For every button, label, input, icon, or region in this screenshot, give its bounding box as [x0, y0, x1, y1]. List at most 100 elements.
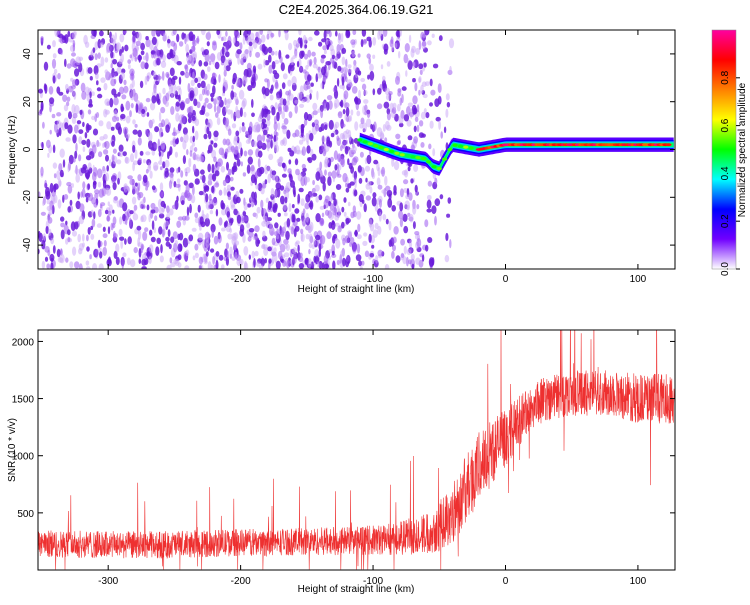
spectrogram-noise-cell	[263, 108, 268, 118]
spectrogram-noise-cell	[321, 135, 326, 143]
ridge-transition-cell	[410, 155, 416, 159]
spectrogram-noise-cell	[213, 235, 219, 245]
spectrogram-noise-cell	[183, 133, 189, 144]
spectrogram-noise-cell	[151, 149, 155, 156]
spectrogram-noise-cell	[121, 94, 127, 100]
spectrogram-noise-cell	[162, 32, 168, 42]
spectrogram-noise-cell	[384, 175, 388, 186]
spectrogram-noise-cell	[238, 141, 242, 150]
spectrogram-noise-cell	[399, 202, 404, 212]
spectrogram-noise-cell	[340, 145, 343, 152]
spectrogram-noise-cell	[189, 92, 194, 102]
spectrogram-noise-cell	[177, 243, 183, 253]
spectrogram-noise-cell	[203, 49, 209, 56]
spectrogram-noise-cell	[285, 54, 290, 59]
spectrogram-noise-cell	[386, 112, 391, 121]
spectrogram-noise-cell	[184, 71, 190, 79]
spectrogram-noise-cell	[410, 253, 415, 261]
spectrogram-noise-cell	[84, 41, 90, 48]
spectrogram-noise-cell	[274, 222, 279, 229]
spectrogram-noise-cell	[334, 214, 340, 221]
spectrogram-noise-cell	[215, 112, 219, 118]
spectrogram-noise-cell	[225, 51, 230, 58]
spectrogram-noise-cell	[177, 123, 182, 132]
spectrogram-noise-cell	[132, 186, 137, 195]
spectrogram-noise-cell	[231, 235, 237, 246]
spectrogram-noise-cell	[315, 234, 321, 241]
spectrogram-noise-cell	[227, 233, 233, 240]
spectrogram-noise-cell	[342, 257, 346, 267]
spectrogram-noise-cell	[214, 182, 220, 188]
spectrogram-noise-cell	[266, 142, 270, 152]
spectrogram-noise-cell	[186, 206, 190, 217]
spectrogram-noise-cell	[345, 139, 348, 145]
spectrogram-noise-cell	[268, 258, 272, 264]
spectrogram-noise-cell	[394, 42, 398, 49]
spectrogram-noise-cell	[399, 217, 403, 228]
spectrogram-noise-cell	[300, 198, 305, 207]
spectrogram-noise-cell	[381, 166, 386, 177]
spectrogram-noise-cell	[409, 109, 413, 119]
spectrogram-noise-cell	[324, 124, 328, 131]
spectrogram-noise-cell	[74, 168, 80, 175]
spectrogram-noise-cell	[169, 48, 174, 58]
spectrogram-noise-cell	[292, 214, 296, 223]
spectrogram-noise-cell	[244, 260, 247, 269]
spectrogram-noise-cell	[45, 190, 51, 200]
spectrogram-noise-cell	[102, 233, 108, 239]
spectrogram-noise-cell	[212, 256, 216, 265]
spectrogram-noise-cell	[313, 255, 317, 263]
spectrogram-noise-cell	[353, 189, 358, 197]
spectrogram-noise-cell	[160, 141, 166, 150]
spectrogram-noise-cell	[252, 40, 258, 49]
spectrogram-noise-cell	[424, 219, 429, 228]
spectrogram-noise-cell	[411, 263, 415, 269]
spectrogram-noise-cell	[246, 62, 252, 71]
spectrogram-noise-cell	[184, 64, 189, 73]
spectrogram-noise-cell	[158, 207, 165, 215]
spectrogram-noise-cell	[443, 126, 447, 134]
spectrogram-noise-cell	[344, 145, 349, 155]
spectrogram-noise-cell	[449, 65, 452, 74]
spectrogram-noise-cell	[282, 162, 286, 169]
spectrogram-noise-cell	[281, 82, 286, 90]
spectrogram-noise-cell	[266, 78, 270, 89]
spectrogram-noise-cell	[407, 102, 414, 108]
snr-y-tick-label: 500	[17, 509, 34, 520]
spectrogram-noise-cell	[418, 77, 421, 84]
spectrogram-noise-cell	[218, 254, 224, 261]
spectrogram-noise-cell	[200, 175, 203, 180]
spectrogram-noise-cell	[127, 236, 132, 245]
spectrogram-noise-cell	[174, 138, 179, 145]
spectrogram-noise-cell	[302, 208, 306, 216]
spectrogram-noise-cell	[103, 82, 108, 91]
spectrogram-noise-cell	[399, 211, 404, 220]
spectrogram-noise-cell	[122, 126, 129, 135]
colorbar: 0.0 0.2 0.4 0.6 0.8 Normalized spectral ampl…	[711, 29, 748, 276]
spectrogram-noise-cell	[72, 230, 77, 237]
spectrogram-noise-cell	[223, 77, 226, 88]
spectrogram-noise-cell	[334, 121, 340, 129]
spectrogram-noise-cell	[151, 118, 155, 124]
spectrogram-noise-cell	[385, 218, 389, 225]
spectrogram-noise-cell	[207, 149, 210, 154]
spectrogram-noise-cell	[366, 110, 371, 118]
spectrogram-noise-cell	[52, 144, 56, 154]
spectrogram-noise-cell	[303, 112, 309, 121]
spectrogram-noise-cell	[46, 263, 51, 269]
spectrogram-noise-cell	[52, 53, 57, 59]
spectrogram-noise-cell	[138, 54, 141, 63]
spectrogram-noise-cell	[78, 129, 84, 135]
spectrogram-noise-cell	[345, 187, 350, 193]
spectrogram-noise-cell	[212, 58, 215, 65]
spectrogram-noise-cell	[99, 42, 104, 48]
spectrogram-noise-cell	[107, 201, 111, 207]
spectrogram-noise-cell	[82, 233, 85, 242]
spectrogram-noise-cell	[318, 243, 322, 252]
spectrogram-noise-cell	[257, 158, 261, 168]
ridge-transition-cell	[399, 153, 405, 157]
spectrogram-noise-cell	[112, 182, 117, 191]
spectrogram-noise-cell	[97, 209, 102, 218]
spectrogram-noise-cell	[82, 121, 85, 128]
ridge-transition-cell	[389, 149, 395, 153]
